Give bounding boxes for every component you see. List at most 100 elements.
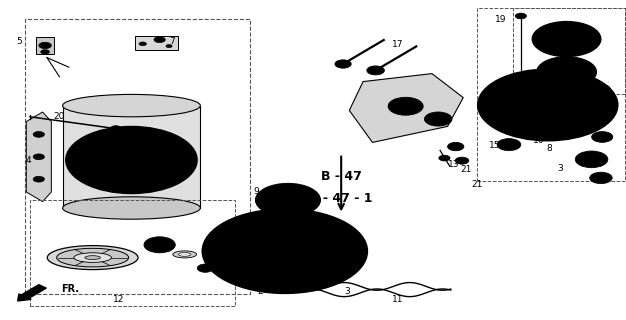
- Ellipse shape: [326, 271, 338, 275]
- Circle shape: [424, 112, 452, 126]
- Circle shape: [597, 134, 607, 140]
- Circle shape: [517, 115, 528, 121]
- Circle shape: [567, 89, 578, 95]
- Ellipse shape: [319, 269, 344, 276]
- Circle shape: [532, 21, 601, 57]
- Circle shape: [546, 62, 587, 82]
- Text: 13: 13: [448, 160, 459, 169]
- Text: 22: 22: [567, 66, 578, 75]
- Circle shape: [110, 126, 121, 132]
- Circle shape: [39, 42, 51, 49]
- Text: B - 47 - 1: B - 47 - 1: [309, 192, 373, 205]
- Circle shape: [197, 264, 213, 272]
- Text: 6: 6: [551, 127, 557, 136]
- Text: 10: 10: [304, 224, 316, 233]
- Ellipse shape: [178, 252, 191, 256]
- Circle shape: [543, 27, 590, 51]
- Circle shape: [284, 185, 292, 189]
- Circle shape: [313, 252, 323, 257]
- FancyArrow shape: [18, 285, 46, 301]
- Circle shape: [270, 191, 305, 209]
- Text: 9: 9: [254, 188, 260, 196]
- Text: 17: 17: [392, 40, 403, 49]
- Circle shape: [166, 44, 172, 48]
- Circle shape: [128, 172, 135, 175]
- Text: 1: 1: [78, 159, 85, 168]
- Circle shape: [590, 172, 612, 184]
- Text: 8: 8: [546, 144, 553, 153]
- Bar: [36, 37, 54, 54]
- Ellipse shape: [56, 248, 129, 267]
- Circle shape: [167, 152, 173, 155]
- Text: 20: 20: [54, 112, 65, 121]
- Text: 3: 3: [344, 287, 351, 296]
- Circle shape: [266, 242, 304, 261]
- Circle shape: [202, 209, 367, 293]
- Circle shape: [139, 42, 146, 46]
- Text: 18: 18: [597, 176, 608, 185]
- Circle shape: [367, 66, 384, 75]
- Circle shape: [307, 249, 329, 260]
- Ellipse shape: [48, 246, 138, 269]
- Circle shape: [233, 225, 336, 277]
- Ellipse shape: [301, 221, 312, 224]
- Ellipse shape: [63, 94, 200, 117]
- Text: 5: 5: [16, 37, 22, 46]
- Circle shape: [284, 211, 292, 215]
- Ellipse shape: [63, 197, 200, 219]
- Circle shape: [277, 247, 292, 255]
- Text: FR.: FR.: [61, 284, 80, 294]
- Circle shape: [335, 60, 351, 68]
- Bar: [63, 106, 200, 208]
- Text: 19: 19: [495, 15, 506, 24]
- Circle shape: [592, 132, 613, 142]
- Ellipse shape: [173, 251, 197, 258]
- Circle shape: [90, 165, 96, 168]
- Circle shape: [515, 13, 526, 19]
- Text: 21: 21: [461, 165, 472, 174]
- Circle shape: [504, 142, 514, 147]
- Circle shape: [554, 33, 579, 45]
- Circle shape: [167, 165, 173, 168]
- Ellipse shape: [594, 110, 613, 117]
- Circle shape: [455, 157, 469, 164]
- Circle shape: [532, 97, 563, 113]
- Circle shape: [259, 198, 267, 202]
- Circle shape: [80, 134, 183, 186]
- Circle shape: [128, 145, 135, 148]
- Circle shape: [94, 141, 169, 179]
- Circle shape: [598, 87, 606, 91]
- Circle shape: [66, 126, 197, 194]
- Circle shape: [594, 85, 610, 93]
- Circle shape: [120, 154, 143, 166]
- Ellipse shape: [74, 253, 111, 262]
- Circle shape: [33, 132, 44, 137]
- Text: 12: 12: [113, 295, 125, 304]
- Text: 4: 4: [26, 156, 31, 164]
- Bar: [135, 36, 178, 50]
- Text: 21: 21: [471, 180, 483, 188]
- Circle shape: [397, 102, 414, 111]
- Circle shape: [255, 183, 321, 217]
- Circle shape: [151, 241, 168, 249]
- Ellipse shape: [295, 219, 318, 226]
- Text: 7: 7: [169, 37, 175, 46]
- Circle shape: [154, 37, 165, 43]
- Circle shape: [557, 67, 577, 77]
- Circle shape: [517, 89, 528, 95]
- Circle shape: [596, 175, 606, 180]
- Text: 3: 3: [557, 164, 563, 172]
- Circle shape: [520, 91, 576, 119]
- Ellipse shape: [598, 112, 608, 115]
- Text: B - 47: B - 47: [321, 170, 362, 182]
- Ellipse shape: [85, 256, 100, 260]
- Circle shape: [439, 155, 450, 161]
- Text: 8: 8: [316, 252, 322, 260]
- Circle shape: [202, 266, 209, 270]
- Circle shape: [90, 152, 96, 155]
- Text: 16: 16: [577, 156, 588, 164]
- Circle shape: [144, 237, 175, 253]
- Text: 2: 2: [257, 287, 262, 296]
- Circle shape: [567, 115, 578, 121]
- Text: 10: 10: [533, 136, 544, 145]
